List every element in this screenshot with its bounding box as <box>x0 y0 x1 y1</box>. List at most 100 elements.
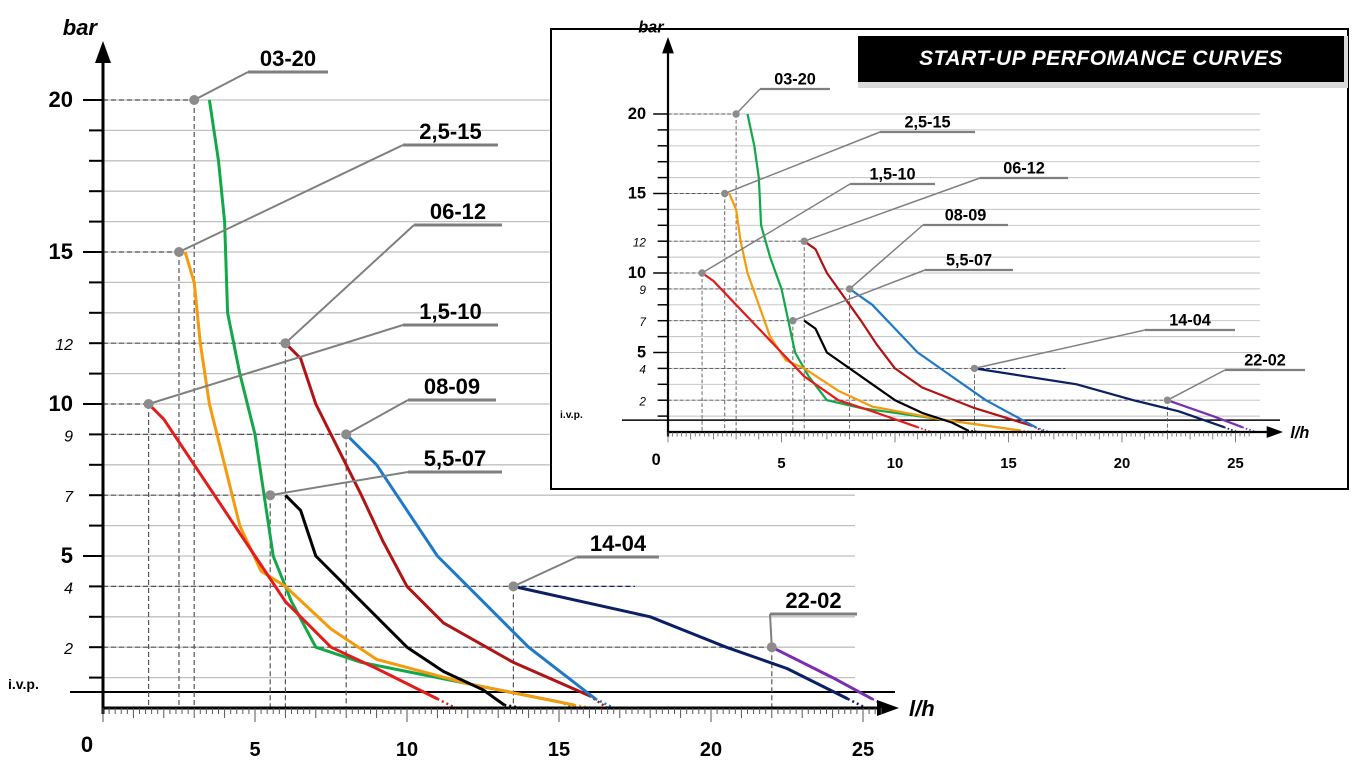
y-axis-arrow <box>95 41 111 63</box>
label-leader <box>735 88 761 115</box>
label-marker-dot <box>143 399 154 409</box>
label-leader <box>178 144 404 253</box>
ivp-label: i.v.p. <box>8 676 39 692</box>
label-marker-dot <box>341 429 352 440</box>
y-tick-label: 4 <box>64 580 73 597</box>
label-marker-dot <box>189 95 200 105</box>
label-marker-dot <box>280 338 291 349</box>
series-label-06-12: 06-12 <box>430 199 486 224</box>
x-axis-label: l/h <box>1290 424 1309 442</box>
label-leader <box>148 324 404 405</box>
x-tick-label: 10 <box>396 739 418 761</box>
label-leader <box>701 183 851 274</box>
label-leader <box>803 177 981 242</box>
series-22-02-line <box>771 645 873 701</box>
label-leader <box>270 471 409 497</box>
label-marker-dot <box>508 581 519 592</box>
y-tick-label: 20 <box>49 87 73 112</box>
y-tick-label: 10 <box>628 264 646 282</box>
y-tick-label: 20 <box>628 105 646 123</box>
series-tail <box>588 694 609 710</box>
x-tick-label: 20 <box>1114 456 1130 472</box>
y-tick-label: 15 <box>628 185 646 203</box>
series-22-02-line <box>1167 399 1243 429</box>
series-03-20-line <box>207 99 560 704</box>
x-tick-label: 15 <box>1000 456 1016 472</box>
series-tail <box>847 697 867 710</box>
label-marker-dot <box>174 247 184 257</box>
x-axis-arrow <box>1266 426 1283 438</box>
y-tick-label: 2 <box>63 641 73 658</box>
y-tick-label: 7 <box>64 489 74 506</box>
series-label-22-02: 22-02 <box>785 588 841 613</box>
series-label-03-20: 03-20 <box>260 46 316 71</box>
series-label-03-20: 03-20 <box>774 71 816 89</box>
y-tick-label: 7 <box>639 315 646 329</box>
y-tick-label: 5 <box>637 344 646 362</box>
series-label-2,5-15: 2,5-15 <box>904 114 950 132</box>
series-label-14-04: 14-04 <box>1169 312 1211 330</box>
y-tick-label: 2 <box>638 394 646 408</box>
label-leader <box>724 131 881 195</box>
y-axis-label: bar <box>638 19 665 37</box>
series-label-2,5-15: 2,5-15 <box>419 119 481 144</box>
y-tick-label: 4 <box>639 363 646 377</box>
x-tick-label: 10 <box>887 456 903 472</box>
label-marker-dot <box>800 237 808 245</box>
x-axis-label: l/h <box>909 696 935 721</box>
x-tick-label: 5 <box>777 456 785 472</box>
inset-frame <box>550 28 1349 490</box>
series-06-12-line <box>284 342 591 698</box>
series-label-22-02: 22-02 <box>1244 352 1286 370</box>
label-marker-dot <box>970 364 979 373</box>
y-tick-label: 10 <box>49 391 73 416</box>
x-tick-label: 25 <box>852 739 874 761</box>
series-08-09-line <box>345 433 597 701</box>
series-label-1,5-10: 1,5-10 <box>419 299 481 324</box>
series-label-1,5-10: 1,5-10 <box>869 166 915 184</box>
x-tick-label: 25 <box>1227 456 1243 472</box>
series-label-08-09: 08-09 <box>945 207 987 225</box>
series-08-09-line <box>848 287 1037 429</box>
label-marker-dot <box>732 110 740 118</box>
series-label-08-09: 08-09 <box>424 374 480 399</box>
x-axis-arrow <box>877 700 899 716</box>
label-leader <box>769 613 773 648</box>
x-tick-label: 5 <box>249 739 260 761</box>
origin-label: 0 <box>652 451 661 469</box>
label-marker-dot <box>845 285 854 293</box>
label-marker-dot <box>1163 396 1172 404</box>
label-leader <box>345 399 409 436</box>
series-5,5-07-line <box>803 319 969 432</box>
series-tail <box>594 697 615 710</box>
label-marker-dot <box>265 490 276 501</box>
main-plot: i.v.p.5 10 15 20 2502015121097542barl/h03-20… <box>8 15 935 761</box>
series-tail <box>436 697 457 710</box>
y-tick-label: 12 <box>633 235 647 249</box>
series-06-12-line <box>803 240 1032 427</box>
series-label-06-12: 06-12 <box>1003 160 1045 178</box>
label-leader <box>284 224 415 344</box>
ivp-label: i.v.p. <box>560 410 583 421</box>
series-label-5,5-07: 5,5-07 <box>946 252 992 270</box>
inset-title-box: START-UP PERFOMANCE CURVES <box>858 36 1348 88</box>
origin-label: 0 <box>81 732 93 757</box>
series-label-5,5-07: 5,5-07 <box>424 446 486 471</box>
y-axis-label: bar <box>63 15 99 40</box>
label-leader <box>512 556 578 588</box>
series-14-04-line <box>974 367 1225 429</box>
label-leader <box>849 224 924 290</box>
label-marker-dot <box>698 269 706 277</box>
label-leader <box>193 71 249 101</box>
x-tick-label: 15 <box>548 739 570 761</box>
label-leader <box>792 269 926 322</box>
series-label-14-04: 14-04 <box>590 531 647 556</box>
x-tick-label: 20 <box>700 739 722 761</box>
inset-plot: i.v.p.5 10 15 20 2502015121097542barl/h03-20… <box>550 19 1349 490</box>
y-axis-arrow <box>662 37 674 54</box>
series-5,5-07-line <box>284 494 506 707</box>
y-tick-label: 5 <box>61 543 73 568</box>
label-leader <box>974 329 1146 370</box>
y-tick-label: 9 <box>639 283 646 297</box>
